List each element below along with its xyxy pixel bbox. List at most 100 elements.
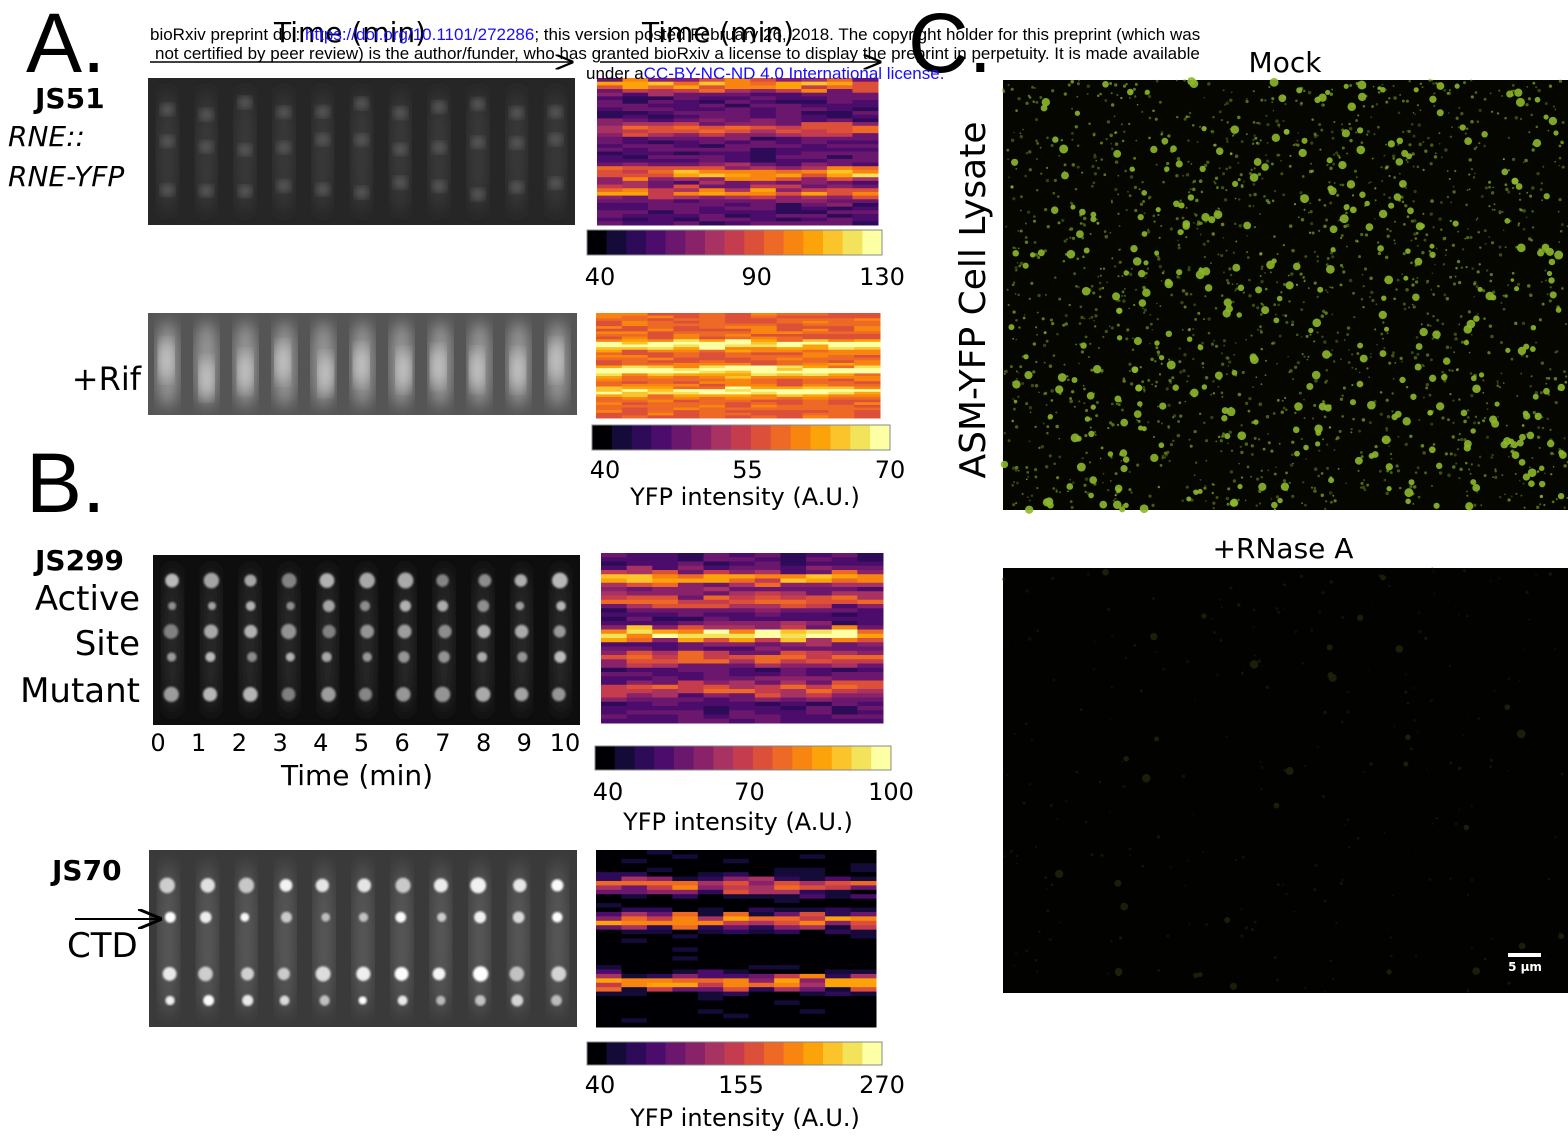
heatmap-cell — [601, 557, 627, 562]
particle — [1454, 822, 1457, 825]
heatmap-cell — [774, 899, 800, 904]
particle — [1465, 132, 1467, 134]
axis-label: ASM-YFP Cell Lysate — [953, 122, 994, 479]
particle — [1233, 134, 1235, 136]
particle — [1362, 418, 1366, 422]
heatmap-cell — [648, 192, 674, 196]
kymograph — [148, 78, 575, 225]
heatmap-cell — [597, 192, 623, 196]
heatmap-cell — [749, 908, 775, 913]
particle — [1226, 140, 1229, 143]
heatmap-cell — [825, 930, 851, 935]
heatmap-cell — [725, 148, 751, 152]
particle — [1300, 195, 1303, 198]
particle — [1363, 479, 1365, 481]
colorbar-swatch — [764, 1042, 784, 1065]
particle — [1313, 404, 1316, 407]
strain-label: JS70 — [50, 854, 122, 887]
heatmap-cell — [723, 956, 749, 961]
particle — [1342, 133, 1345, 136]
heatmap-cell — [801, 185, 827, 189]
license-link[interactable]: CC-BY-NC-ND 4.0 International license. — [644, 64, 945, 83]
particle — [1369, 421, 1372, 424]
particle — [1158, 969, 1161, 972]
particle — [1088, 493, 1094, 499]
heatmap-cell — [672, 863, 698, 868]
heatmap-cell — [725, 196, 751, 200]
heatmap-cell — [698, 987, 724, 992]
particle — [1291, 495, 1294, 498]
heatmap-cell — [678, 664, 704, 669]
heatmap-cell — [755, 625, 781, 630]
particle — [1235, 240, 1237, 242]
heatmap-cell — [648, 96, 674, 100]
particle — [1258, 438, 1260, 440]
particle — [1411, 283, 1414, 286]
particle — [1361, 455, 1364, 458]
heatmap-cell — [672, 947, 698, 952]
particle — [1369, 453, 1375, 459]
focus — [165, 912, 176, 923]
particle — [1453, 351, 1455, 353]
particle — [1100, 854, 1103, 857]
particle — [1388, 175, 1390, 177]
particle — [1226, 102, 1229, 105]
particle — [1491, 241, 1494, 244]
particle — [1098, 347, 1100, 349]
particle — [1308, 91, 1311, 94]
particle — [1432, 293, 1435, 296]
particle — [1029, 783, 1031, 785]
heatmap-cell — [623, 221, 649, 225]
focus — [476, 687, 491, 702]
particle — [1343, 225, 1346, 228]
doi-link[interactable]: https://doi.org/10.1101/272286 — [305, 25, 534, 44]
particle — [1482, 289, 1485, 292]
heatmap-cell — [674, 177, 700, 181]
focus — [395, 878, 410, 893]
particle — [1188, 328, 1191, 331]
particle — [1313, 340, 1315, 342]
heatmap-cell — [627, 693, 653, 698]
particle — [1266, 415, 1269, 418]
particle — [1148, 379, 1150, 381]
particle — [1222, 89, 1224, 91]
particle — [1532, 226, 1534, 228]
particle — [1207, 240, 1210, 243]
colorbar-swatch — [646, 230, 666, 255]
particle — [1477, 717, 1480, 720]
particle — [1318, 610, 1321, 613]
particle — [1023, 317, 1026, 320]
particle — [1450, 136, 1452, 138]
heatmap-cell — [851, 868, 877, 873]
particle — [1157, 318, 1159, 320]
heatmap-cell — [621, 952, 647, 957]
focus — [201, 878, 216, 893]
cell-core — [470, 349, 484, 390]
particle — [1179, 401, 1182, 404]
particle — [1373, 133, 1375, 135]
particle — [1035, 845, 1037, 847]
colorbar-tick-label: 55 — [732, 456, 763, 484]
particle — [1219, 110, 1222, 113]
particle — [1380, 166, 1382, 168]
heatmap-cell — [725, 133, 751, 137]
heatmap-cell — [780, 604, 806, 609]
heatmap-cell — [750, 148, 776, 152]
particle — [1169, 866, 1172, 869]
particle — [1314, 97, 1320, 103]
particle — [1139, 188, 1141, 190]
particle — [1227, 357, 1230, 360]
particle — [1124, 657, 1127, 660]
particle — [1385, 576, 1387, 578]
particle — [1059, 491, 1061, 493]
particle — [1232, 301, 1235, 304]
particle — [1499, 496, 1501, 498]
particle — [1483, 317, 1486, 320]
particle — [1200, 234, 1202, 236]
particle — [1327, 291, 1329, 293]
particle — [1412, 687, 1415, 690]
particle — [1070, 80, 1074, 84]
heatmap-cell — [827, 174, 853, 178]
particle — [1057, 221, 1060, 224]
particle — [1270, 450, 1273, 453]
